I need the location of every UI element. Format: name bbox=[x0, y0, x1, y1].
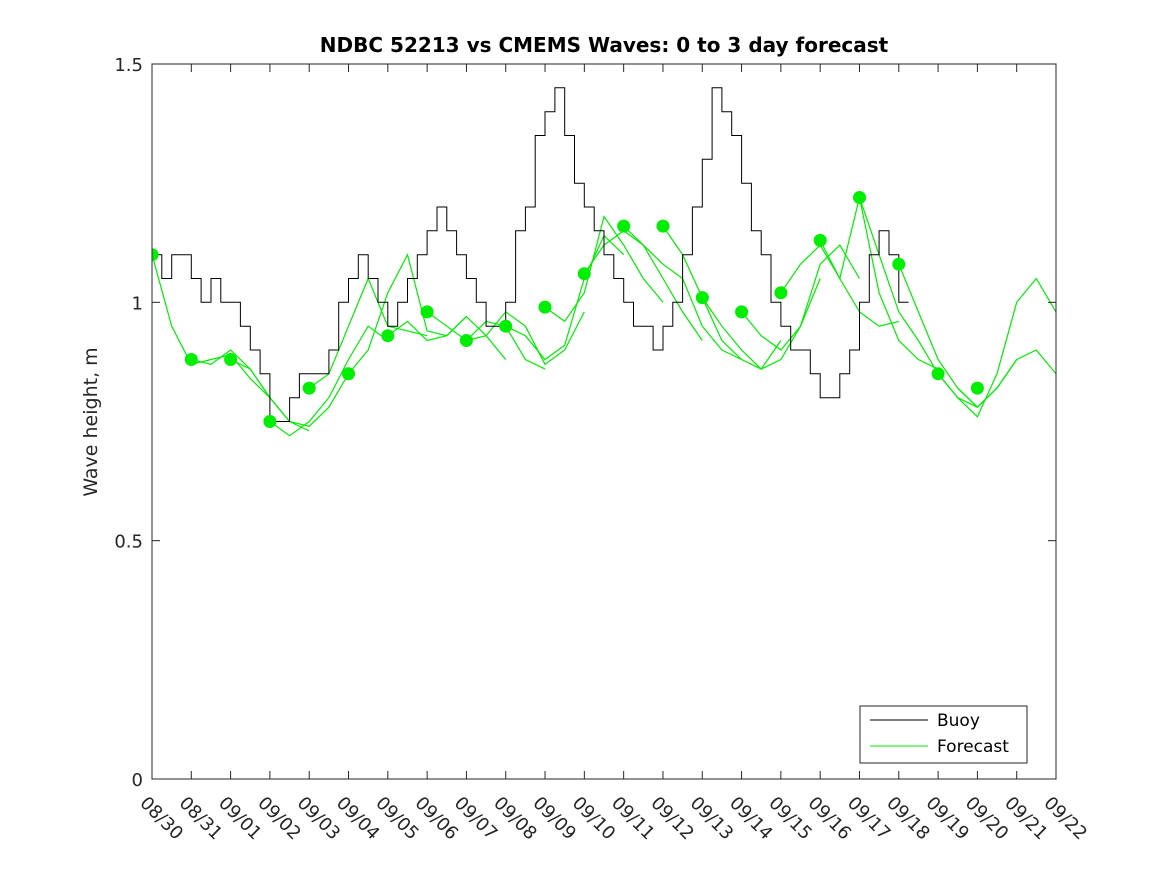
forecast-line-10 bbox=[544, 215, 664, 323]
forecast-line-16 bbox=[780, 244, 899, 327]
x-tick-label-7: 09/06 bbox=[411, 793, 463, 845]
buoy-line bbox=[152, 87, 909, 422]
forecast-marker-19 bbox=[892, 257, 906, 271]
plot-content bbox=[152, 87, 1056, 437]
forecast-line-3 bbox=[269, 325, 389, 437]
x-tick-label-6: 09/05 bbox=[371, 793, 423, 845]
forecast-marker-2 bbox=[224, 353, 238, 366]
forecast-marker-20 bbox=[931, 367, 945, 381]
x-tick-label-9: 09/08 bbox=[489, 793, 541, 845]
forecast-marker-12 bbox=[617, 219, 631, 233]
forecast-line-5 bbox=[348, 253, 467, 375]
x-tick-label-3: 09/02 bbox=[253, 793, 305, 845]
x-tick-label-4: 09/03 bbox=[293, 793, 345, 845]
forecast-line-21 bbox=[957, 349, 1056, 409]
forecast-marker-7 bbox=[420, 305, 434, 319]
y-tick-label-3: 1.5 bbox=[114, 55, 143, 76]
y-tick-label-1: 0.5 bbox=[114, 532, 143, 553]
forecast-line-4 bbox=[308, 276, 428, 389]
forecast-line-8 bbox=[466, 311, 585, 366]
x-tick-label-21: 09/20 bbox=[961, 793, 1013, 845]
forecast-line-17 bbox=[819, 197, 939, 370]
forecast-marker-9 bbox=[499, 319, 513, 333]
forecast-marker-1 bbox=[184, 353, 198, 366]
legend-box bbox=[859, 705, 1028, 764]
legend-forecast-label: Forecast bbox=[937, 737, 1009, 757]
forecast-marker-17 bbox=[813, 233, 827, 247]
chart-title: NDBC 52213 vs CMEMS Waves: 0 to 3 day fo… bbox=[320, 33, 889, 57]
legend: Buoy Forecast bbox=[859, 705, 1028, 764]
forecast-marker-15 bbox=[735, 305, 749, 319]
x-tick-label-1: 08/31 bbox=[175, 793, 227, 845]
axes-box bbox=[151, 63, 1057, 780]
forecast-line-11 bbox=[583, 230, 703, 341]
y-tick-label-2: 1 bbox=[132, 293, 143, 314]
forecast-line-1 bbox=[191, 349, 310, 432]
forecast-marker-3 bbox=[263, 415, 277, 428]
x-tick-label-12: 09/11 bbox=[607, 793, 659, 845]
forecast-line-9 bbox=[505, 234, 625, 361]
forecast-marker-5 bbox=[342, 367, 355, 381]
forecast-marker-14 bbox=[695, 291, 709, 305]
forecast-marker-16 bbox=[774, 286, 788, 300]
x-tick-label-16: 09/15 bbox=[764, 793, 816, 845]
forecast-line-13 bbox=[662, 225, 782, 370]
forecast-marker-21 bbox=[970, 381, 984, 395]
forecast-line-6 bbox=[387, 315, 507, 360]
x-tick-label-13: 09/12 bbox=[646, 793, 698, 845]
x-tick-label-23: 09/22 bbox=[1039, 793, 1091, 845]
forecast-marker-8 bbox=[459, 334, 473, 347]
forecast-marker-4 bbox=[302, 381, 316, 395]
x-tick-label-15: 09/14 bbox=[725, 793, 777, 845]
x-tick-label-17: 09/16 bbox=[804, 793, 856, 845]
x-tick-label-0: 08/30 bbox=[135, 793, 187, 845]
forecast-marker-10 bbox=[538, 300, 552, 314]
legend-buoy-label: Buoy bbox=[937, 711, 980, 731]
x-tick-label-22: 09/21 bbox=[1000, 793, 1052, 845]
x-tick-label-19: 09/18 bbox=[882, 793, 934, 845]
x-tick-label-11: 09/10 bbox=[568, 793, 620, 845]
x-tick-label-2: 09/01 bbox=[214, 793, 266, 845]
forecast-marker-11 bbox=[577, 267, 591, 281]
y-axis-label: Wave height, m bbox=[80, 347, 102, 496]
y-tick-label-0: 0 bbox=[132, 770, 143, 791]
forecast-line-14 bbox=[701, 278, 821, 370]
x-tick-label-5: 09/04 bbox=[332, 793, 384, 845]
forecast-marker-13 bbox=[656, 219, 670, 233]
x-tick-label-14: 09/13 bbox=[686, 793, 738, 845]
forecast-line-15 bbox=[741, 244, 861, 351]
x-tick-label-18: 09/17 bbox=[843, 793, 895, 845]
forecast-line-20 bbox=[937, 277, 1056, 418]
forecast-marker-6 bbox=[381, 329, 395, 343]
x-tick-label-20: 09/19 bbox=[922, 793, 974, 845]
forecast-marker-0 bbox=[152, 248, 159, 262]
x-tick-label-10: 09/09 bbox=[529, 793, 581, 845]
x-tick-label-8: 09/07 bbox=[450, 793, 502, 845]
forecast-line-0 bbox=[152, 254, 271, 399]
forecast-marker-18 bbox=[853, 191, 866, 204]
forecast-line-18 bbox=[858, 197, 978, 408]
